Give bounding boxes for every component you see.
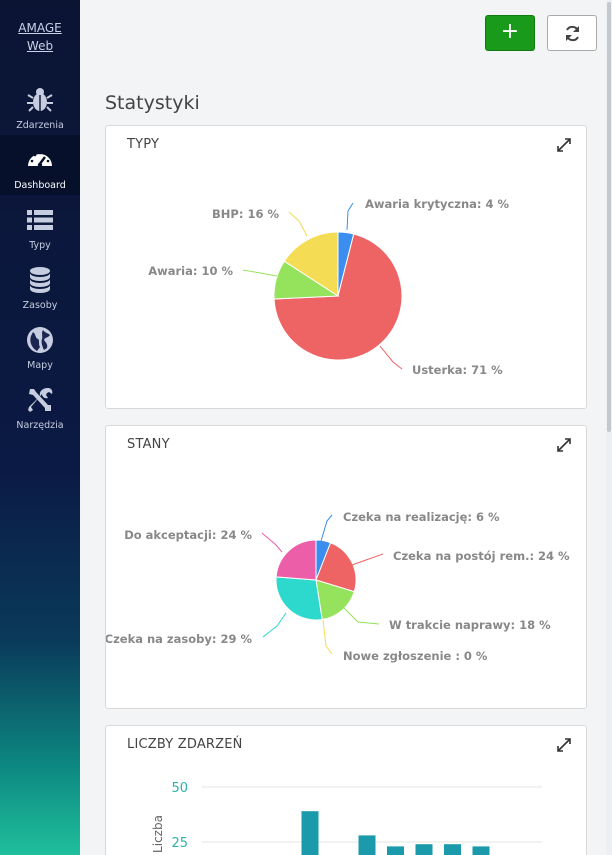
- panel-title: LICZBY ZDARZEŃ: [127, 737, 243, 752]
- bar[interactable]: [472, 846, 490, 855]
- sidebar-item-label: Dashboard: [14, 180, 66, 191]
- pie-connector: [322, 619, 333, 655]
- add-button[interactable]: +: [485, 15, 535, 51]
- panel-stany: Czeka na realizację: 6 % Czeka na postój …: [105, 425, 587, 709]
- tools-icon: [28, 388, 53, 412]
- sidebar-item-label: Zasoby: [22, 300, 58, 311]
- y-tick-label: 25: [171, 836, 188, 851]
- pie-label: Czeka na postój rem.: 24 %: [393, 549, 570, 563]
- bar[interactable]: [415, 844, 433, 855]
- logo-line1[interactable]: AMAGE: [18, 21, 62, 35]
- bug-icon: [27, 88, 53, 112]
- pie-slice[interactable]: [273, 233, 403, 361]
- sidebar-item-zdarzenia[interactable]: Zdarzenia: [0, 75, 80, 135]
- expand-icon[interactable]: [556, 737, 572, 753]
- bar-chart-liczby: 25 50 Liczba: [151, 781, 542, 855]
- pie-chart-typy: Awaria krytyczna: 4 % Usterka: 71 % Awaria…: [148, 197, 510, 377]
- panel-title: STANY: [127, 437, 170, 452]
- pie-connector: [242, 269, 278, 277]
- sidebar-item-mapy[interactable]: Mapy: [0, 315, 80, 375]
- refresh-icon: [566, 25, 579, 42]
- pie-slice[interactable]: [315, 579, 355, 621]
- pie-connector: [262, 612, 287, 638]
- pie-connector: [379, 345, 403, 370]
- sidebar-item-label: Narzędzia: [16, 420, 64, 431]
- logo-line2[interactable]: Web: [26, 39, 54, 53]
- database-icon: [30, 267, 50, 293]
- sidebar-item-narzedzia[interactable]: Narzędzia: [0, 375, 80, 435]
- panel-liczby: 25 50 Liczba LICZBY ZDARZEŃ: [105, 725, 587, 855]
- pie-connector: [346, 202, 354, 231]
- list-icon: [27, 210, 53, 230]
- bar[interactable]: [301, 811, 319, 855]
- pie-connector: [320, 514, 333, 542]
- refresh-button[interactable]: [547, 15, 597, 51]
- pie-chart-stany: Czeka na realizację: 6 % Czeka na postój …: [106, 510, 570, 663]
- page-title: Statystyki: [105, 92, 200, 114]
- pie-label: Awaria krytyczna: 4 %: [365, 197, 510, 211]
- pie-label: Czeka na zasoby: 29 %: [106, 632, 252, 646]
- pie-slice[interactable]: [315, 542, 357, 593]
- pie-slice[interactable]: [275, 576, 323, 621]
- y-axis-label: Liczba: [151, 815, 165, 853]
- sidebar-item-label: Mapy: [27, 360, 53, 371]
- pie-label: Czeka na realizację: 6 %: [343, 510, 500, 524]
- pie-label: Usterka: 71 %: [412, 363, 503, 377]
- globe-icon: [27, 327, 53, 353]
- scrollbar-thumb[interactable]: [607, 2, 611, 432]
- pie-label: Awaria: 10 %: [148, 264, 233, 278]
- pie-connector: [261, 532, 283, 553]
- panel-typy: Awaria krytyczna: 4 % Usterka: 71 % Awaria…: [105, 125, 587, 409]
- bar[interactable]: [358, 835, 376, 855]
- y-tick-label: 50: [171, 781, 188, 796]
- sidebar-item-label: Zdarzenia: [16, 120, 64, 131]
- pie-label: W trakcie naprawy: 18 %: [389, 618, 551, 632]
- bar[interactable]: [387, 846, 404, 855]
- app-logo[interactable]: AMAGE Web: [0, 19, 80, 55]
- sidebar-item-dashboard[interactable]: Dashboard: [0, 135, 80, 195]
- sidebar-item-zasoby[interactable]: Zasoby: [0, 255, 80, 315]
- pie-label: Do akceptacji: 24 %: [124, 528, 252, 542]
- sidebar: AMAGE Web Zdarzenia Dashboard Typy: [0, 0, 80, 855]
- pie-label: BHP: 16 %: [212, 207, 279, 221]
- panel-title: TYPY: [127, 137, 160, 152]
- sidebar-item-label: Typy: [29, 240, 51, 251]
- pie-connector: [342, 606, 380, 625]
- pie-slice[interactable]: [275, 539, 317, 581]
- sidebar-item-typy[interactable]: Typy: [0, 195, 80, 255]
- bar[interactable]: [444, 844, 461, 855]
- expand-icon[interactable]: [556, 137, 572, 153]
- pie-label: Nowe zgłoszenie : 0 %: [343, 649, 488, 663]
- dashboard-icon: [28, 151, 52, 168]
- pie-connector: [288, 211, 308, 237]
- pie-connector: [351, 553, 384, 566]
- expand-icon[interactable]: [556, 437, 572, 453]
- pie-slice[interactable]: [283, 231, 339, 297]
